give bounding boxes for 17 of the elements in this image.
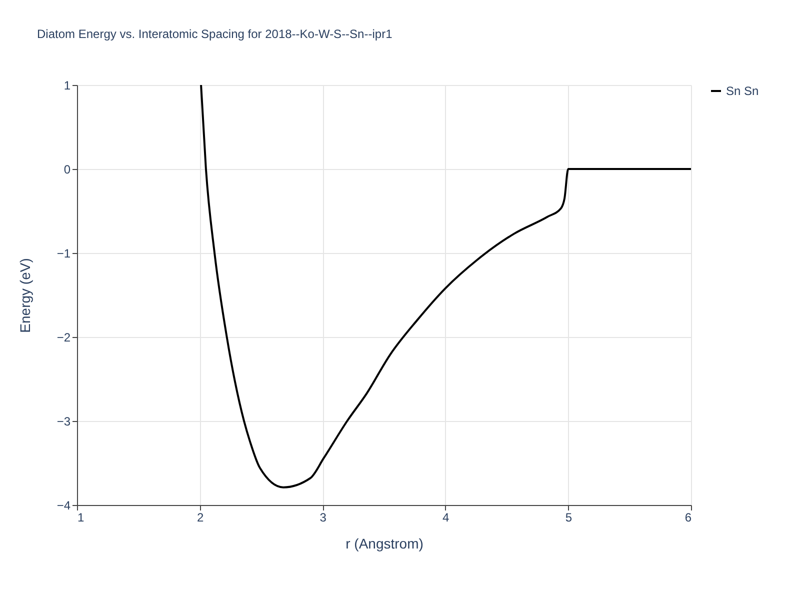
x-tick-label: 2 [196,510,204,524]
legend-label: Sn Sn [726,84,759,98]
chart-title: Diatom Energy vs. Interatomic Spacing for 2018--Ko-W-S--Sn--ipr1 [37,27,393,41]
y-tick-label: 0 [64,162,71,176]
y-tick-label: −2 [56,330,71,344]
y-axis-title: Energy (eV) [16,258,33,333]
y-tick-label: −1 [56,246,71,260]
x-tick-label: 1 [78,510,84,524]
x-axis-title: r (Angstrom) [346,536,424,552]
line-series [200,84,692,488]
x-tick-label: 4 [442,510,450,524]
x-tick-label: 6 [684,510,692,524]
x-tick-label: 5 [565,510,572,524]
y-tick-label: −4 [56,498,71,512]
y-tick-label: 1 [64,78,71,92]
x-tick-label: 3 [320,510,327,524]
y-tick-label: −3 [56,414,71,428]
